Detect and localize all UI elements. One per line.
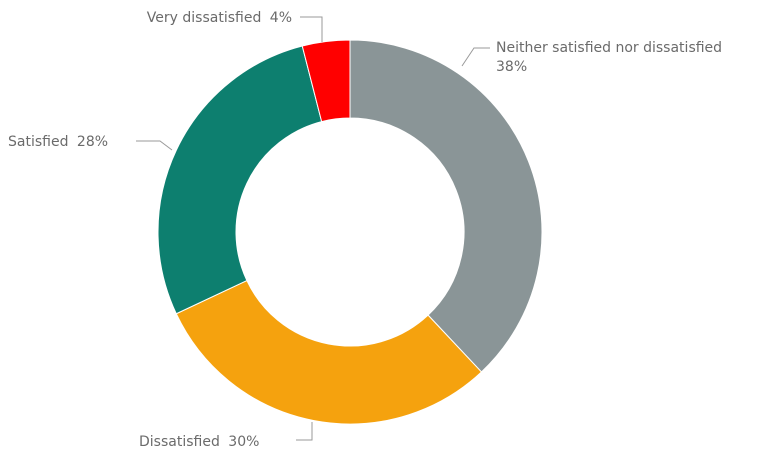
slice-label-very-dissatisfied: Very dissatisfied 4%	[147, 10, 292, 26]
slice-neither-satisfied-nor-dissatisfied[interactable]	[349, 39, 543, 373]
slice-label-dissatisfied: Dissatisfied 30%	[139, 434, 259, 450]
slice-label-very-dissatisfied-name: Very dissatisfied	[147, 10, 262, 26]
slice-very-dissatisfied[interactable]	[301, 39, 351, 123]
leader-line-very-dissatisfied	[300, 16, 323, 42]
labels-group: Very dissatisfied 4% Neither satisfied n…	[8, 10, 727, 450]
slice-satisfied[interactable]	[157, 45, 323, 315]
leader-line-dissatisfied	[296, 422, 313, 441]
slice-label-very-dissatisfied-value: 4%	[270, 10, 292, 26]
slice-label-neither-name: Neither satisfied nor dissatisfied	[496, 40, 722, 56]
slice-label-neither: Neither satisfied nor dissatisfied 38%	[496, 40, 727, 75]
slice-label-satisfied-value: 28%	[77, 134, 108, 150]
slice-label-satisfied: Satisfied 28%	[8, 134, 108, 150]
slice-label-dissatisfied-name: Dissatisfied	[139, 434, 220, 450]
leader-line-satisfied	[136, 140, 173, 151]
slice-label-satisfied-name: Satisfied	[8, 134, 68, 150]
slice-label-neither-value: 38%	[496, 59, 527, 75]
slices-group	[157, 39, 543, 425]
leader-line-neither	[461, 47, 490, 67]
slice-dissatisfied[interactable]	[175, 279, 483, 425]
slice-label-dissatisfied-value: 30%	[228, 434, 259, 450]
